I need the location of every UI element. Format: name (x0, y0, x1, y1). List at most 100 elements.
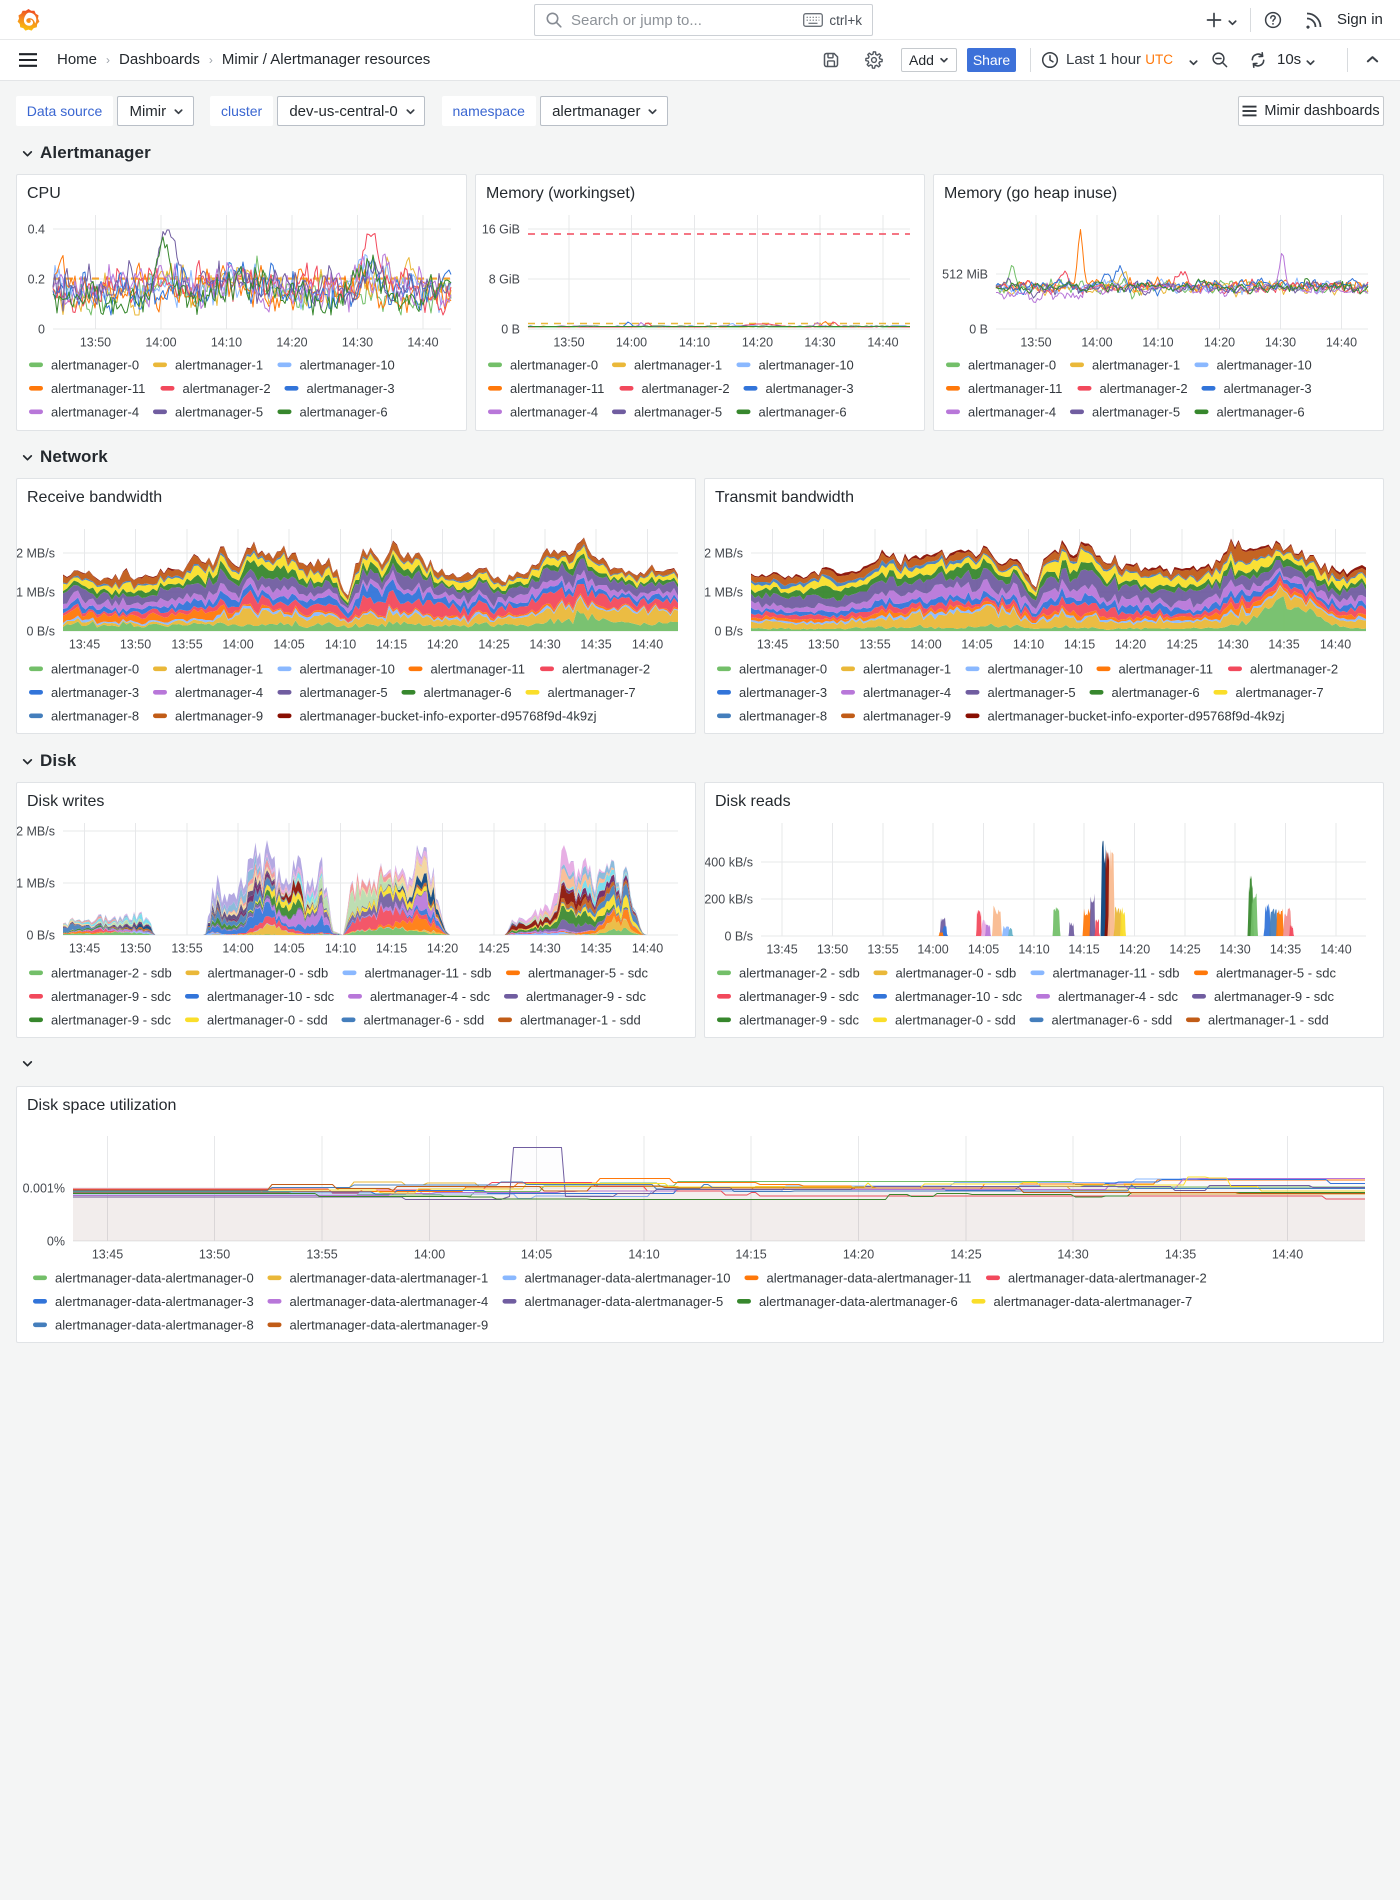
svg-text:14:00: 14:00 (910, 638, 941, 652)
svg-text:14:30: 14:30 (1219, 943, 1250, 957)
svg-text:14:35: 14:35 (1165, 1248, 1196, 1262)
svg-text:14:20: 14:20 (843, 1248, 874, 1262)
svg-text:alertmanager-3: alertmanager-3 (739, 685, 827, 700)
svg-text:14:25: 14:25 (1166, 638, 1197, 652)
svg-text:13:55: 13:55 (306, 1248, 337, 1262)
svg-text:alertmanager-11: alertmanager-11 (1119, 662, 1213, 677)
svg-text:2 MB/s: 2 MB/s (17, 547, 55, 561)
svg-text:alertmanager-5: alertmanager-5 (300, 685, 388, 700)
svg-text:0 B/s: 0 B/s (725, 930, 754, 944)
svg-text:0%: 0% (47, 1235, 65, 1249)
svg-text:13:50: 13:50 (1021, 335, 1052, 349)
svg-text:alertmanager-1: alertmanager-1 (634, 357, 722, 372)
svg-text:14:00: 14:00 (414, 1248, 445, 1262)
svg-text:alertmanager-5: alertmanager-5 (988, 685, 1076, 700)
svg-text:512 MiB: 512 MiB (943, 268, 989, 282)
svg-text:alertmanager-data-alertmanager: alertmanager-data-alertmanager-1 (290, 1271, 489, 1286)
svg-text:14:25: 14:25 (478, 638, 509, 652)
svg-text:alertmanager-11: alertmanager-11 (431, 662, 525, 677)
svg-text:400 kB/s: 400 kB/s (705, 856, 753, 870)
svg-text:14:05: 14:05 (968, 943, 999, 957)
svg-text:CPU: CPU (27, 185, 61, 202)
svg-text:Memory (workingset): Memory (workingset) (486, 185, 635, 202)
svg-text:Memory (go heap inuse): Memory (go heap inuse) (944, 185, 1117, 202)
svg-text:alertmanager-0: alertmanager-0 (51, 662, 139, 677)
svg-text:14:30: 14:30 (342, 335, 373, 349)
svg-text:0 B/s: 0 B/s (715, 625, 744, 639)
svg-text:alertmanager-data-alertmanager: alertmanager-data-alertmanager-10 (525, 1271, 731, 1286)
svg-text:alertmanager-0 - sdd: alertmanager-0 - sdd (895, 1013, 1016, 1028)
svg-text:14:00: 14:00 (145, 335, 176, 349)
svg-text:14:20: 14:20 (1119, 943, 1150, 957)
svg-text:alertmanager-bucket-info-expor: alertmanager-bucket-info-exporter-d95768… (988, 709, 1285, 724)
svg-text:1 MB/s: 1 MB/s (705, 586, 743, 600)
svg-text:13:55: 13:55 (867, 943, 898, 957)
svg-text:alertmanager-2: alertmanager-2 (641, 381, 729, 396)
svg-text:alertmanager-10 - sdc: alertmanager-10 - sdc (895, 989, 1023, 1004)
svg-text:alertmanager-1 - sdd: alertmanager-1 - sdd (520, 1013, 641, 1028)
svg-text:14:15: 14:15 (1068, 943, 1099, 957)
svg-text:8 GiB: 8 GiB (488, 273, 519, 287)
svg-text:14:10: 14:10 (1143, 335, 1174, 349)
svg-text:0: 0 (38, 322, 45, 336)
svg-text:alertmanager-1: alertmanager-1 (863, 662, 951, 677)
svg-text:0.2: 0.2 (28, 273, 45, 287)
svg-text:13:45: 13:45 (757, 638, 788, 652)
svg-text:14:00: 14:00 (1082, 335, 1113, 349)
svg-text:14:30: 14:30 (529, 638, 560, 652)
svg-text:alertmanager-1: alertmanager-1 (175, 357, 263, 372)
svg-text:alertmanager-7: alertmanager-7 (1236, 685, 1324, 700)
svg-text:Disk space utilization: Disk space utilization (27, 1097, 176, 1114)
svg-text:alertmanager-0: alertmanager-0 (51, 357, 139, 372)
svg-text:Transmit bandwidth: Transmit bandwidth (715, 489, 854, 506)
svg-text:alertmanager-6: alertmanager-6 (299, 404, 387, 419)
svg-text:alertmanager-1: alertmanager-1 (175, 662, 263, 677)
svg-text:14:20: 14:20 (427, 638, 458, 652)
svg-text:14:20: 14:20 (1115, 638, 1146, 652)
svg-text:alertmanager-8: alertmanager-8 (739, 709, 827, 724)
svg-text:alertmanager-9 - sdc: alertmanager-9 - sdc (1214, 989, 1334, 1004)
svg-text:14:40: 14:40 (867, 335, 898, 349)
svg-text:14:40: 14:40 (632, 942, 663, 956)
svg-text:1 MB/s: 1 MB/s (17, 586, 55, 600)
svg-text:14:40: 14:40 (407, 335, 438, 349)
svg-text:14:35: 14:35 (1268, 638, 1299, 652)
svg-text:14:30: 14:30 (1057, 1248, 1088, 1262)
svg-text:alertmanager-2: alertmanager-2 (562, 662, 650, 677)
svg-text:14:30: 14:30 (804, 335, 835, 349)
svg-text:alertmanager-2 - sdb: alertmanager-2 - sdb (51, 966, 172, 981)
svg-text:alertmanager-9: alertmanager-9 (863, 709, 951, 724)
svg-text:alertmanager-5: alertmanager-5 (634, 404, 722, 419)
svg-text:alertmanager-9 - sdc: alertmanager-9 - sdc (739, 989, 859, 1004)
svg-text:13:45: 13:45 (766, 943, 797, 957)
svg-text:Receive bandwidth: Receive bandwidth (27, 489, 162, 506)
svg-text:14:10: 14:10 (325, 638, 356, 652)
svg-text:alertmanager-6: alertmanager-6 (1217, 404, 1305, 419)
svg-text:13:45: 13:45 (69, 942, 100, 956)
svg-text:0 B: 0 B (970, 322, 989, 336)
svg-text:alertmanager-0 - sdb: alertmanager-0 - sdb (896, 966, 1017, 981)
svg-text:alertmanager-3: alertmanager-3 (51, 685, 139, 700)
svg-text:14:40: 14:40 (1320, 943, 1351, 957)
svg-text:0 B/s: 0 B/s (27, 625, 56, 639)
svg-text:alertmanager-data-alertmanager: alertmanager-data-alertmanager-11 (767, 1271, 972, 1286)
svg-text:14:05: 14:05 (273, 638, 304, 652)
svg-text:0.4: 0.4 (28, 223, 45, 237)
svg-text:14:20: 14:20 (742, 335, 773, 349)
svg-text:alertmanager-3: alertmanager-3 (1224, 381, 1312, 396)
svg-text:alertmanager-10: alertmanager-10 (988, 662, 1083, 677)
svg-text:0 B/s: 0 B/s (27, 929, 56, 943)
svg-text:14:35: 14:35 (1270, 943, 1301, 957)
svg-text:14:05: 14:05 (273, 942, 304, 956)
svg-text:13:50: 13:50 (199, 1248, 230, 1262)
svg-text:14:15: 14:15 (1064, 638, 1095, 652)
svg-text:alertmanager-10: alertmanager-10 (299, 357, 394, 372)
svg-text:alertmanager-6: alertmanager-6 (758, 404, 846, 419)
svg-text:13:50: 13:50 (80, 335, 111, 349)
svg-text:13:50: 13:50 (553, 335, 584, 349)
svg-text:alertmanager-data-alertmanager: alertmanager-data-alertmanager-3 (55, 1294, 254, 1309)
svg-text:alertmanager-7: alertmanager-7 (548, 685, 636, 700)
svg-text:14:30: 14:30 (1217, 638, 1248, 652)
svg-text:alertmanager-6 - sdd: alertmanager-6 - sdd (364, 1013, 485, 1028)
svg-text:alertmanager-9: alertmanager-9 (175, 709, 263, 724)
